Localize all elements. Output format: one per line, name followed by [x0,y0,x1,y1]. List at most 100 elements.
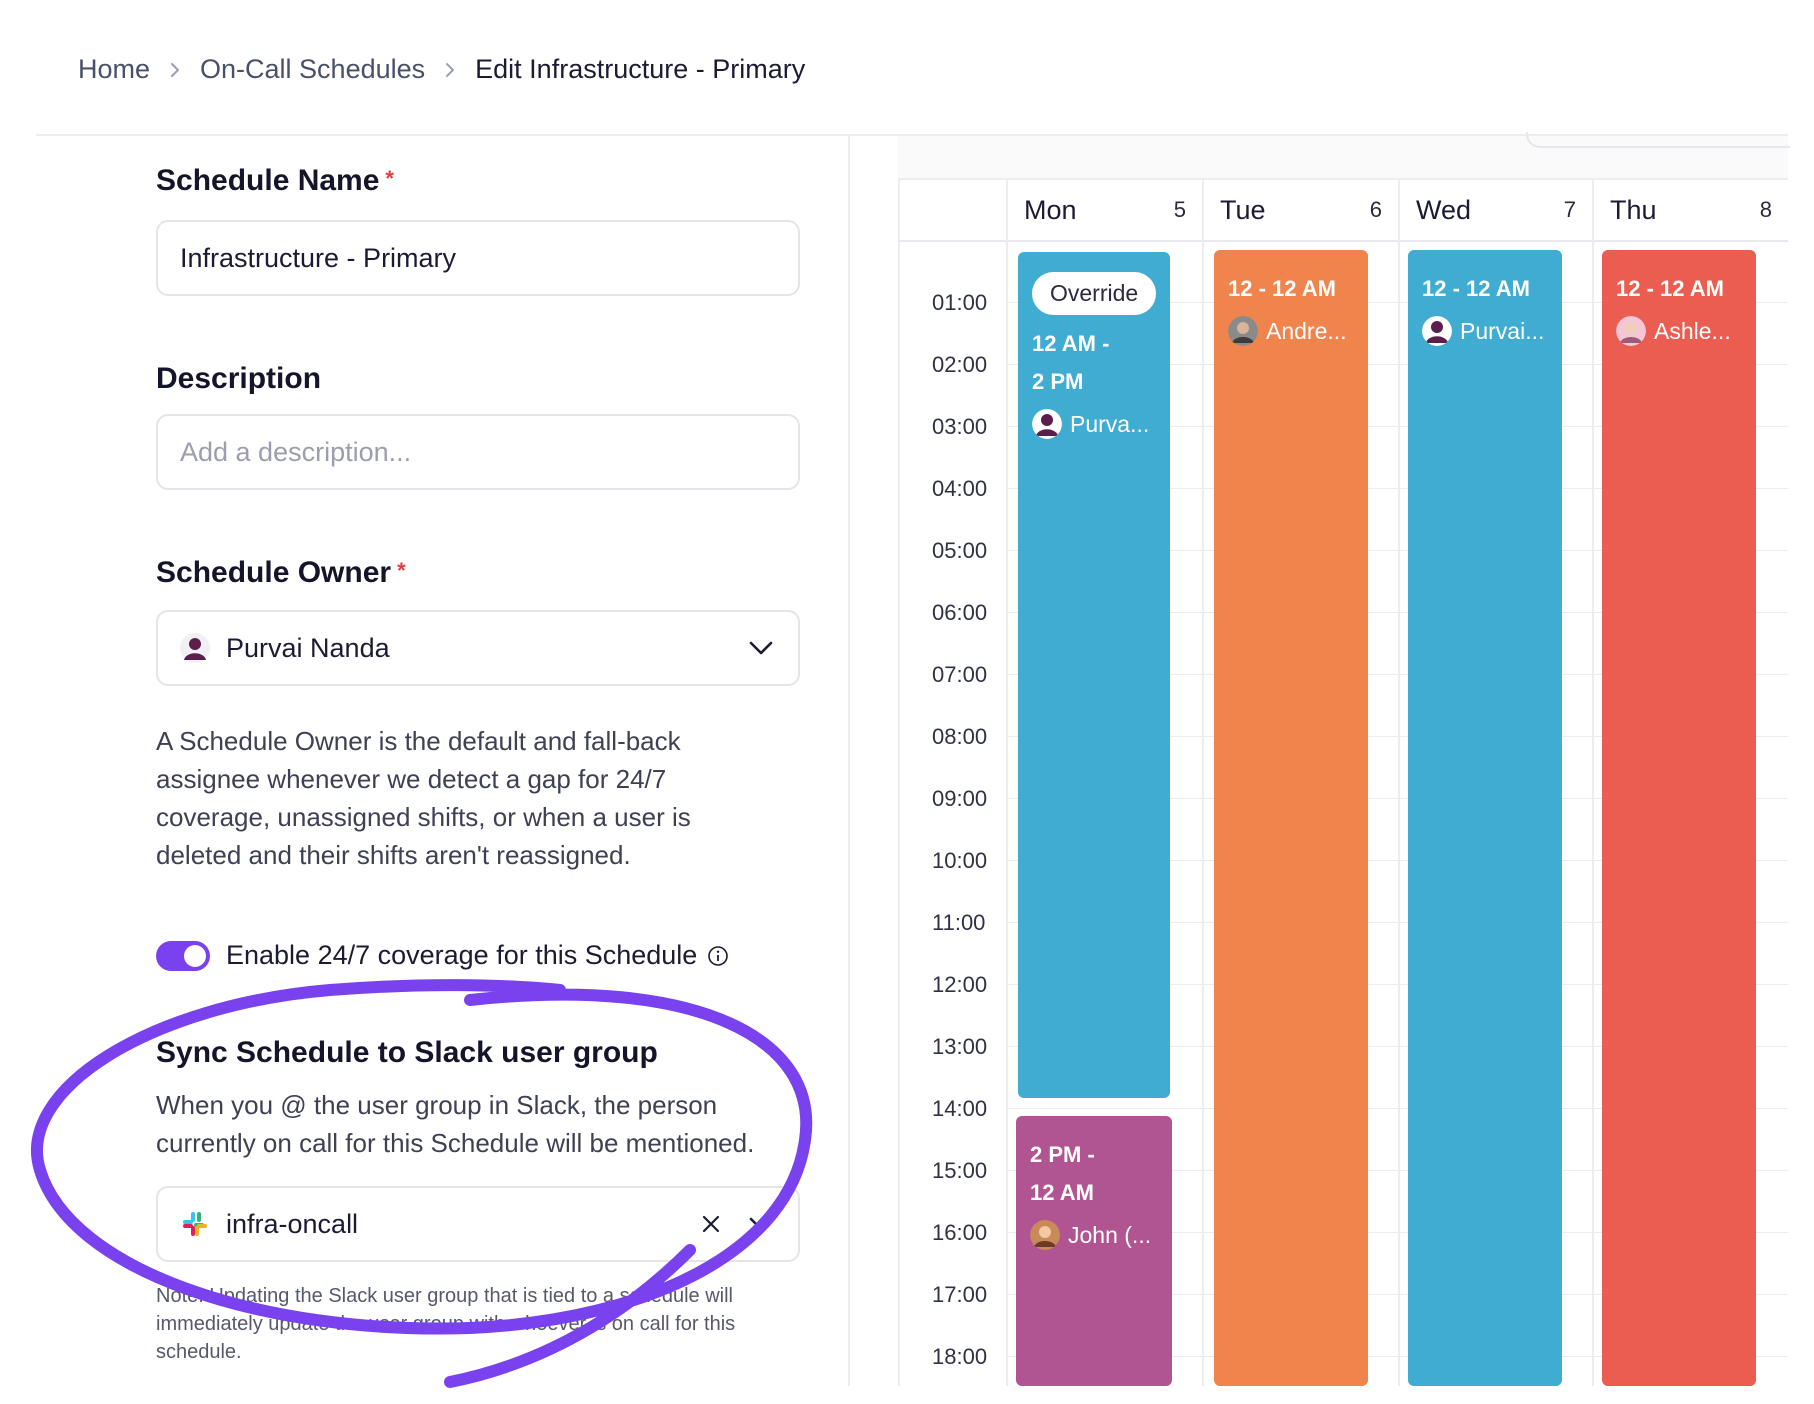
slack-group-value: infra-oncall [226,1208,359,1239]
schedule-name-label: Schedule Name * [156,164,394,197]
hour-grid-line [1006,364,1788,365]
header-divider [36,134,1788,136]
shift-time: 12 AM - [1032,331,1110,356]
schedule-owner-value: Purvai Nanda [226,632,390,663]
hour-grid-line [1006,736,1788,737]
time-label: 12:00 [932,972,988,997]
shift-block-mon-override[interactable]: Override 12 AM - 2 PM Purva... [1018,252,1170,1098]
shift-assignee: John (... [1030,1220,1158,1250]
shift-time: 12 AM [1030,1180,1094,1205]
day-header-mon: Mon 5 [1006,180,1202,240]
shift-time: 12 - 12 AM [1228,276,1337,301]
hour-grid-line [1006,860,1788,861]
required-mark: * [385,166,394,191]
clear-icon[interactable] [698,1211,724,1237]
coverage-toggle[interactable] [156,940,210,971]
time-label: 13:00 [932,1034,988,1059]
shift-time: 12 - 12 AM [1616,276,1725,301]
shift-assignee: Purva... [1032,409,1156,439]
coverage-toggle-label: Enable 24/7 coverage for this Schedule [226,940,698,970]
user-avatar-icon [1616,316,1646,346]
hour-grid-line [1006,1046,1788,1047]
hour-grid-line [1006,302,1788,303]
chevron-down-icon[interactable] [746,633,776,663]
shift-assignee: Purvai... [1422,316,1548,346]
day-header-wed: Wed 7 [1398,180,1592,240]
user-avatar-icon [1030,1220,1060,1250]
time-label: 08:00 [932,724,988,749]
hour-grid-line [1006,1294,1788,1295]
column-divider [1398,180,1400,1386]
time-label: 11:00 [932,910,986,935]
schedule-owner-select[interactable]: Purvai Nanda [156,610,800,686]
shift-time: 2 PM - [1030,1142,1095,1167]
panel-divider [848,136,850,1386]
hour-grid-line [1006,488,1788,489]
shift-block-wed[interactable]: 12 - 12 AM Purvai... [1408,250,1562,1386]
hour-grid-line [1006,984,1788,985]
description-input[interactable] [180,436,776,468]
toolbar-control[interactable] [1526,132,1790,148]
time-label: 05:00 [932,538,988,563]
time-label: 06:00 [932,600,988,625]
slack-icon [183,1212,207,1236]
chevron-right-icon [162,57,188,83]
calendar-border [898,136,900,1386]
hour-grid-line [1006,1170,1788,1171]
slack-sync-help: When you @ the user group in Slack, the … [156,1090,755,1158]
time-label: 18:00 [932,1344,988,1369]
time-label: 04:00 [932,476,988,501]
slack-group-select[interactable]: infra-oncall [156,1186,800,1262]
time-label: 17:00 [932,1282,988,1307]
hour-grid-line [1006,550,1788,551]
hour-grid-line [1006,612,1788,613]
schedule-owner-label: Schedule Owner * [156,556,406,589]
slack-sync-note: Note: Updating the Slack user group that… [156,1285,736,1363]
toggle-knob [184,944,206,967]
user-avatar-icon [1032,409,1062,439]
shift-block-mon-late[interactable]: 2 PM - 12 AM John (... [1016,1116,1172,1386]
breadcrumb-on-call-schedules[interactable]: On-Call Schedules [200,54,426,84]
time-label: 14:00 [932,1096,988,1121]
schedule-name-input[interactable] [180,242,776,274]
description-field[interactable] [156,414,800,490]
shift-assignee: Ashle... [1616,316,1742,346]
time-label: 15:00 [932,1158,988,1183]
info-icon[interactable] [707,945,729,967]
time-label: 07:00 [932,662,988,687]
time-label: 02:00 [932,352,988,377]
shift-time: 12 - 12 AM [1422,276,1531,301]
breadcrumb-current: Edit Infrastructure - Primary [475,54,806,84]
shift-time: 2 PM [1032,369,1084,394]
shift-block-tue[interactable]: 12 - 12 AM Andre... [1214,250,1368,1386]
hour-grid-line [1006,426,1788,427]
time-label: 16:00 [932,1220,988,1245]
hour-grid-line [1006,1356,1788,1357]
shift-block-thu[interactable]: 12 - 12 AM Ashle... [1602,250,1756,1386]
schedule-name-field[interactable] [156,220,800,296]
day-header-thu: Thu 8 [1592,180,1788,240]
column-divider [1006,180,1008,1386]
hour-grid-line [1006,674,1788,675]
breadcrumb-home[interactable]: Home [78,54,151,84]
schedule-owner-help: A Schedule Owner is the default and fall… [156,726,691,870]
hour-grid-line [1006,798,1788,799]
shift-assignee: Andre... [1228,316,1354,346]
coverage-toggle-row: Enable 24/7 coverage for this Schedule [156,940,729,971]
slack-sync-title: Sync Schedule to Slack user group [156,1036,658,1069]
time-axis: 01:00 02:00 03:00 04:00 05:00 06:00 07:00 08:00… [898,242,1006,1386]
column-divider [1202,180,1204,1386]
column-divider [1592,180,1594,1386]
hour-grid-line [1006,1108,1788,1109]
calendar-toolbar [898,132,1790,180]
time-label: 10:00 [932,848,988,873]
time-label: 03:00 [932,414,988,439]
hour-grid-line [1006,1232,1788,1233]
override-badge: Override [1032,272,1157,315]
hour-grid-line [1006,922,1788,923]
user-avatar-icon [1228,316,1258,346]
required-mark: * [397,558,406,583]
chevron-down-icon[interactable] [746,1209,776,1239]
breadcrumb: Home On-Call Schedules Edit Infrastructu… [78,54,805,85]
chevron-right-icon [437,57,463,83]
